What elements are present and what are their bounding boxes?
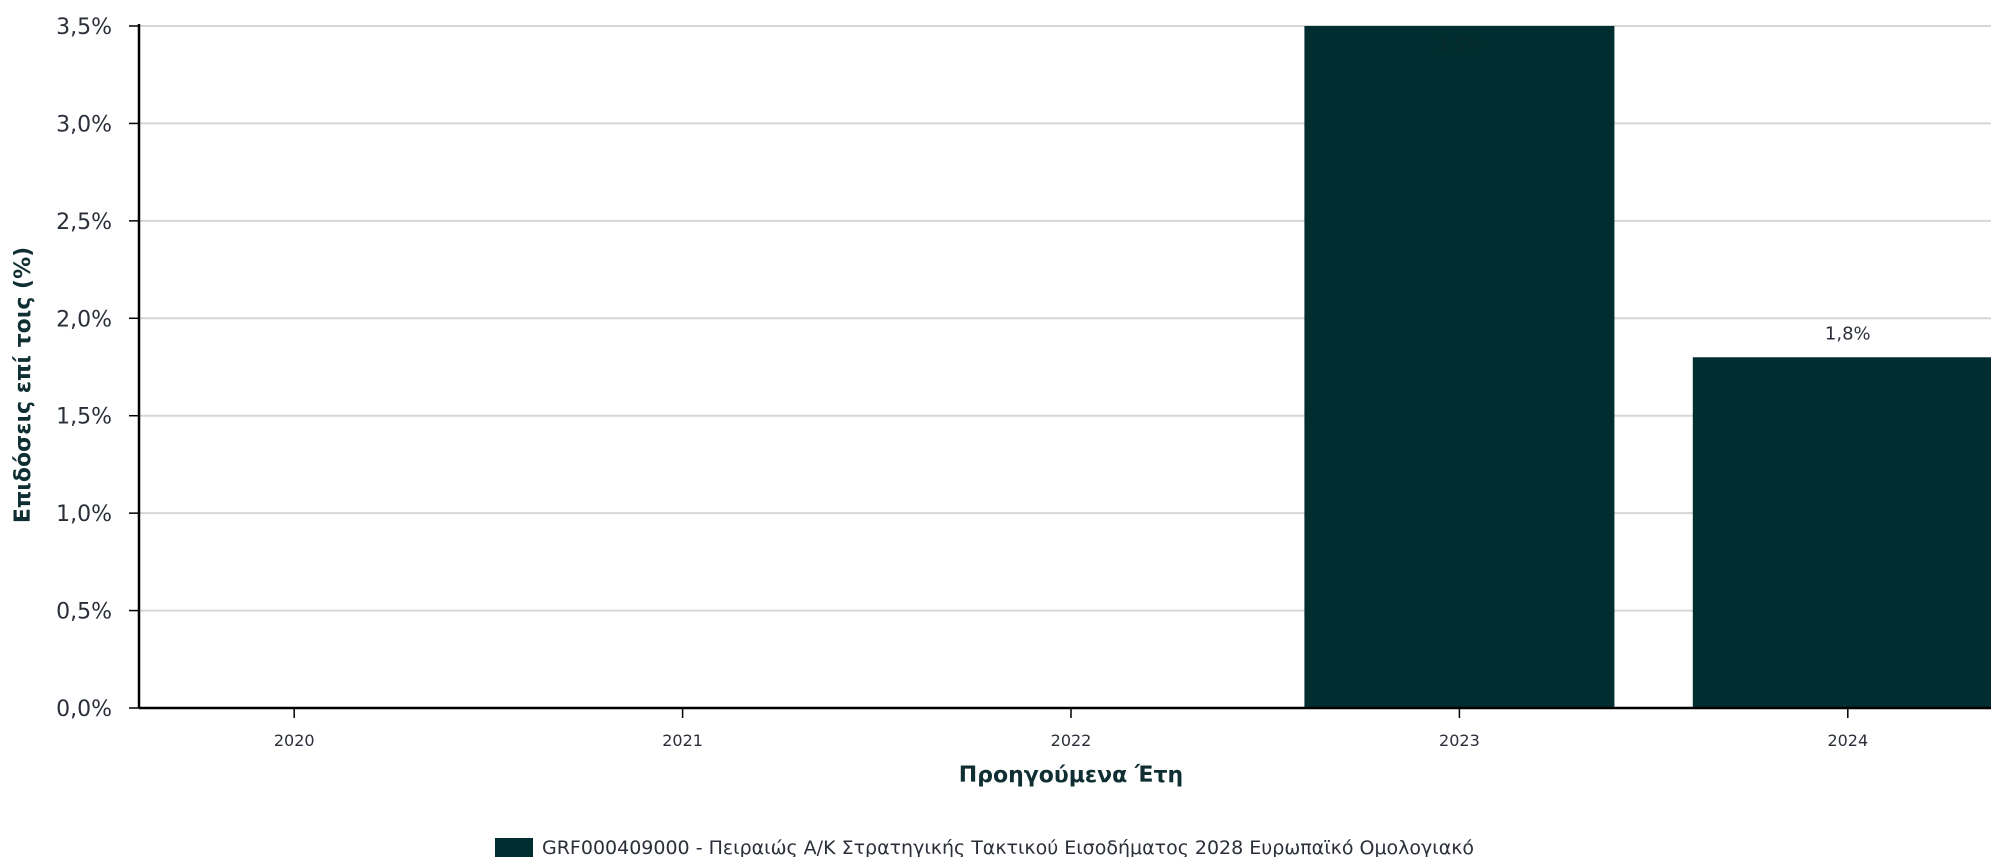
x-tick-labels: 2020 2021 2022 2023 2024 — [274, 731, 1868, 750]
data-label-2023: 3,5% — [1437, 34, 1483, 55]
x-tick-label: 2021 — [662, 731, 703, 750]
y-tick-label: 0,5% — [56, 600, 112, 625]
bar-2024[interactable] — [1692, 357, 1991, 708]
bars — [1304, 26, 1991, 708]
legend-label: GRF000409000 - Πειραιώς Α/Κ Στρατηγικής … — [542, 837, 1474, 857]
x-tick-label: 2020 — [274, 731, 315, 750]
legend-swatch — [495, 838, 533, 857]
data-label-2024: 1,8% — [1825, 323, 1871, 344]
y-tick-labels: 0,0% 0,5% 1,0% 1,5% 2,0% 2,5% 3,0% 3,5% — [56, 15, 112, 722]
y-axis-title: Επιδόσεις επί τοις (%) — [11, 247, 36, 523]
y-tick-label: 3,0% — [56, 112, 112, 137]
x-axis-title: Προηγούμενα Έτη — [959, 763, 1183, 788]
y-tick-label: 2,0% — [56, 307, 112, 332]
y-tick-label: 1,0% — [56, 502, 112, 527]
data-labels: 3,5% 1,8% — [1437, 34, 1871, 344]
y-tick-label: 3,5% — [56, 15, 112, 40]
y-tick-label: 0,0% — [56, 697, 112, 722]
x-tick-label: 2022 — [1051, 731, 1092, 750]
x-tick-label: 2023 — [1439, 731, 1480, 750]
gridlines — [139, 25, 1991, 612]
x-tick-label: 2024 — [1827, 731, 1868, 750]
legend[interactable]: GRF000409000 - Πειραιώς Α/Κ Στρατηγικής … — [495, 837, 1474, 857]
axes — [129, 24, 1991, 718]
y-tick-label: 2,5% — [56, 210, 112, 235]
bar-2023[interactable] — [1304, 26, 1615, 708]
y-tick-label: 1,5% — [56, 405, 112, 430]
